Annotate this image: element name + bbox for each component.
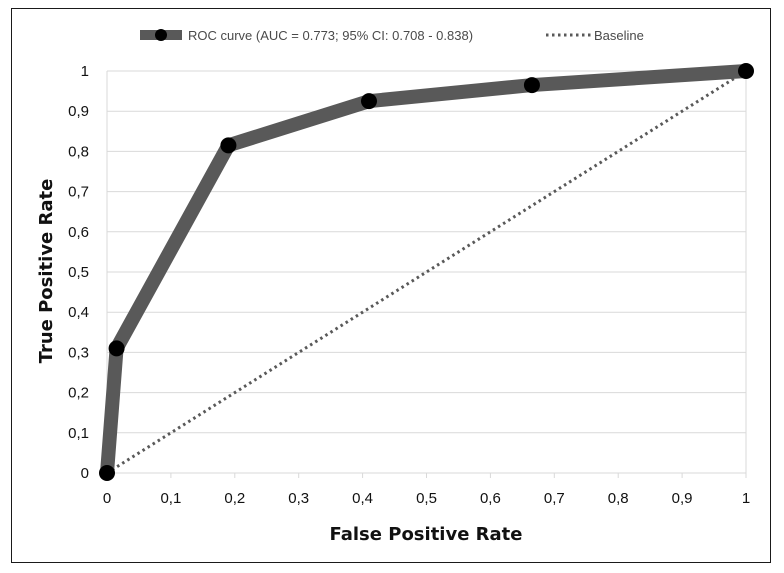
y-tick-label: 0,6 bbox=[68, 224, 89, 241]
legend: ROC curve (AUC = 0.773; 95% CI: 0.708 - … bbox=[140, 28, 644, 43]
y-tick-label: 0,2 bbox=[68, 385, 89, 402]
series bbox=[99, 63, 754, 481]
x-tick-label: 0,7 bbox=[544, 490, 565, 507]
y-tick-label: 0,8 bbox=[68, 143, 89, 160]
y-tick-label: 0,1 bbox=[68, 425, 89, 442]
y-tick-label: 0,3 bbox=[68, 344, 89, 361]
y-tick-label: 0,7 bbox=[68, 184, 89, 201]
y-tick-label: 1 bbox=[81, 63, 89, 80]
legend-baseline-label: Baseline bbox=[594, 28, 644, 43]
roc-point bbox=[220, 137, 237, 154]
x-axis-title: False Positive Rate bbox=[330, 524, 523, 545]
roc-point bbox=[108, 340, 125, 357]
y-tick-label: 0,5 bbox=[68, 264, 89, 281]
legend-roc-marker bbox=[155, 29, 167, 41]
x-tick-label: 0,6 bbox=[480, 490, 501, 507]
x-tick-label: 0,5 bbox=[416, 490, 437, 507]
tick-labels: 0 0,1 0,2 0,3 0,4 0,5 0,6 0,7 0,8 0,9 1 0 0,1 0,2 0,3 0… bbox=[68, 63, 750, 507]
roc-point bbox=[360, 93, 377, 110]
y-tick-label: 0,9 bbox=[68, 103, 89, 120]
y-axis-title: True Positive Rate bbox=[36, 179, 57, 364]
y-tick-label: 0 bbox=[81, 465, 89, 482]
x-tick-label: 0,3 bbox=[288, 490, 309, 507]
x-tick-label: 0 bbox=[103, 490, 111, 507]
x-tick-label: 0,8 bbox=[608, 490, 629, 507]
roc-point bbox=[738, 63, 754, 79]
x-tick-label: 1 bbox=[742, 490, 750, 507]
y-tick-label: 0,4 bbox=[68, 304, 89, 321]
roc-curve-line bbox=[100, 64, 747, 474]
gridlines bbox=[107, 70, 746, 434]
roc-point bbox=[523, 77, 540, 94]
legend-roc-label: ROC curve (AUC = 0.773; 95% CI: 0.708 - … bbox=[188, 28, 473, 43]
x-tick-label: 0,9 bbox=[672, 490, 693, 507]
axes bbox=[106, 71, 747, 478]
roc-point bbox=[99, 465, 115, 481]
x-tick-label: 0,1 bbox=[160, 490, 181, 507]
x-tick-label: 0,2 bbox=[224, 490, 245, 507]
x-tick-label: 0,4 bbox=[352, 490, 373, 507]
